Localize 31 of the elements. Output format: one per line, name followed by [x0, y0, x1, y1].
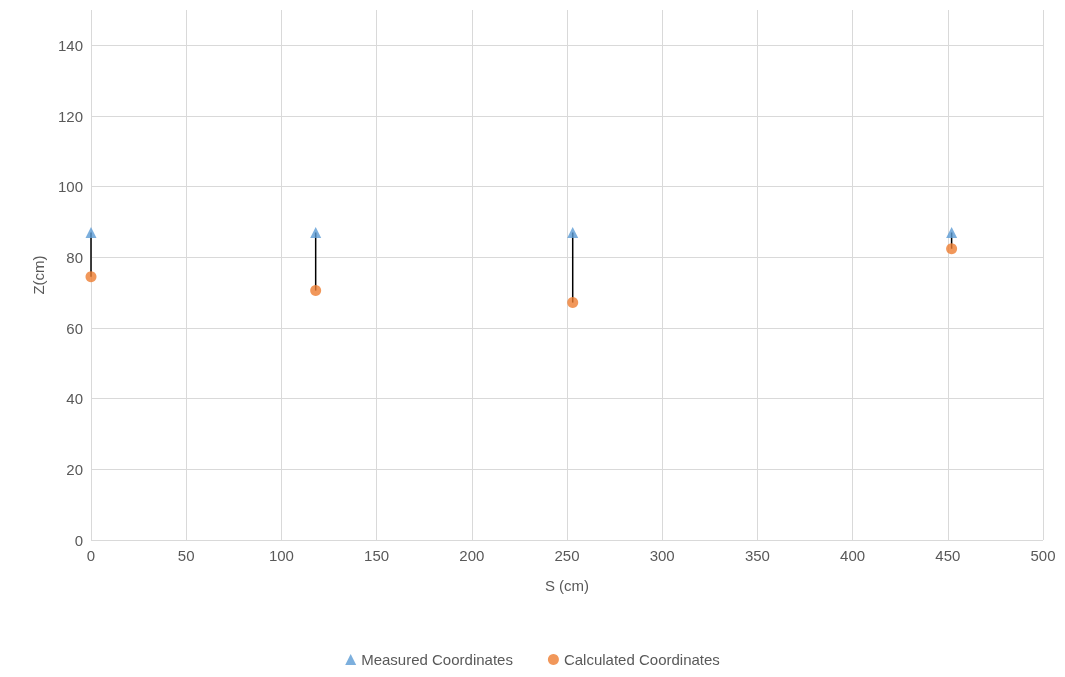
y-tick-label: 100: [57, 178, 83, 196]
point: [946, 243, 958, 255]
point: [85, 271, 97, 283]
x-tick-label: 100: [268, 547, 294, 564]
y-axis-title: Z(cm): [30, 255, 47, 295]
point: [567, 227, 579, 239]
point: [85, 227, 97, 239]
x-tick-label: 200: [459, 547, 485, 564]
y-tick-label: 0: [74, 531, 83, 549]
x-tick-label: 250: [554, 547, 580, 564]
x-tick-label: 450: [935, 547, 961, 564]
x-tick-label: 350: [744, 547, 770, 564]
x-tick-label: 500: [1030, 547, 1056, 564]
x-tick-label: 150: [364, 547, 390, 564]
x-tick-label: 400: [840, 547, 866, 564]
y-tick-label: 140: [57, 36, 83, 54]
x-tick-label: 300: [649, 547, 675, 564]
y-tick-label: 80: [66, 248, 83, 266]
point: [310, 285, 322, 297]
legend-label: Measured Coordinates: [361, 651, 513, 668]
point: [310, 227, 322, 239]
y-tick-label: 20: [66, 460, 83, 478]
y-tick-label: 120: [57, 107, 83, 125]
legend-label: Calculated Coordinates: [563, 651, 720, 668]
point: [946, 227, 958, 239]
y-tick-label: 40: [66, 390, 83, 408]
x-axis-title: S (cm): [544, 577, 590, 594]
point: [567, 297, 579, 309]
x-tick-label: 50: [177, 547, 195, 564]
x-tick-label: 0: [86, 547, 96, 564]
y-tick-label: 60: [66, 319, 83, 337]
